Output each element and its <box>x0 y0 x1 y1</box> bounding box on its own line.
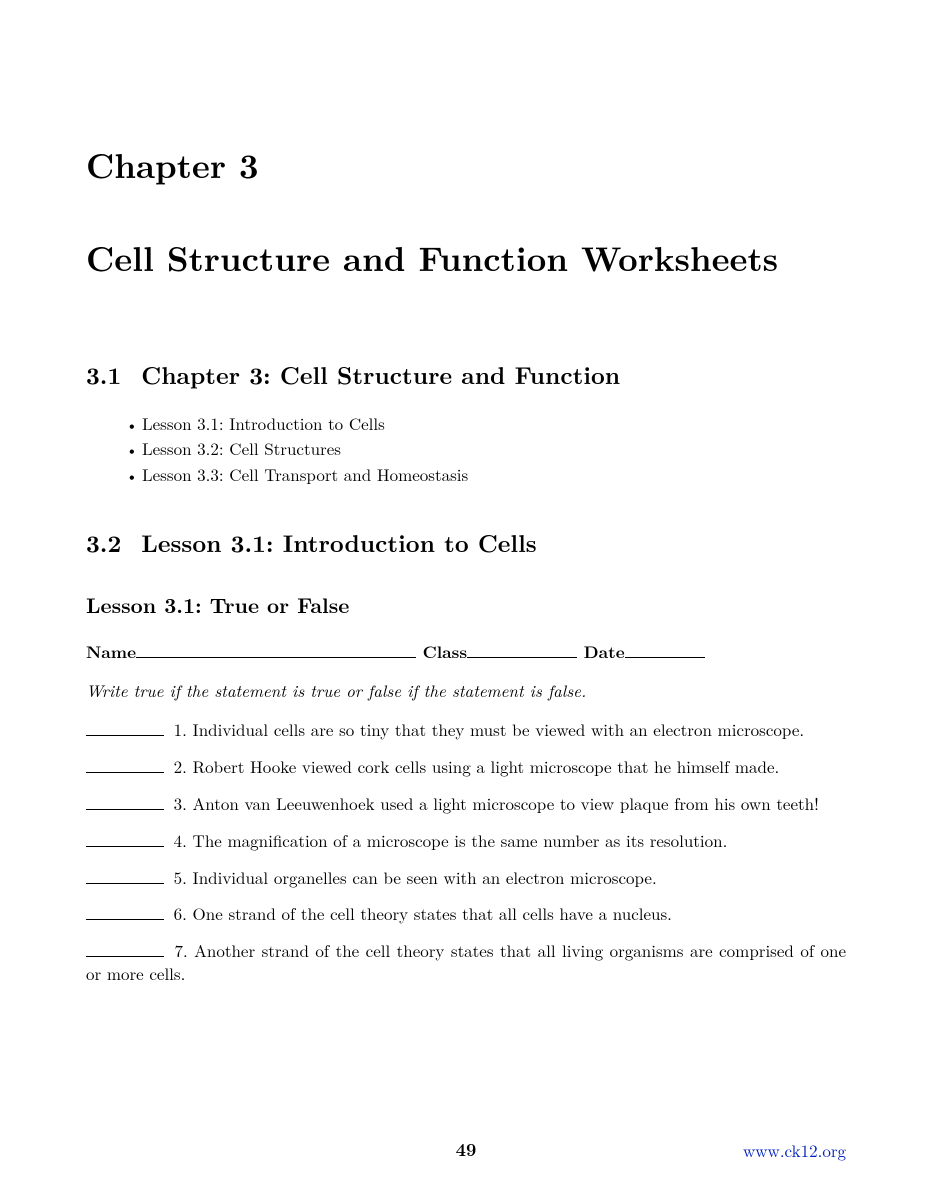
name-label: Name <box>86 640 136 664</box>
date-blank <box>625 641 705 657</box>
section-number-2: 3.2 <box>86 526 121 560</box>
answer-blank <box>86 719 164 735</box>
question-text: 1. Individual cells are so tiny that the… <box>174 717 804 741</box>
question-text: 3. Anton van Leeuwenhoek used a light mi… <box>174 791 819 815</box>
section-number-1: 3.1 <box>86 358 121 392</box>
lesson-item: Lesson 3.1: Introduction to Cells <box>126 412 846 435</box>
instructions-text: Write true if the statement is true or f… <box>86 678 846 702</box>
chapter-label: Chapter 3 <box>86 140 846 189</box>
lesson-item: Lesson 3.2: Cell Structures <box>126 437 846 460</box>
question-text: 6. One strand of the cell theory states … <box>174 901 672 925</box>
chapter-title: Cell Structure and Function Worksheets <box>86 233 846 282</box>
date-label: Date <box>584 640 625 664</box>
question-text: 7. Another strand of the cell theory sta… <box>86 938 846 985</box>
page-footer: 49 www.ck12.org <box>0 1137 926 1162</box>
class-blank <box>467 641 577 657</box>
class-label: Class <box>423 640 468 664</box>
question-6: 6. One strand of the cell theory states … <box>86 902 846 925</box>
page-number: 49 <box>86 1137 846 1162</box>
answer-blank <box>86 793 164 809</box>
lesson-list: Lesson 3.1: Introduction to Cells Lesson… <box>126 412 846 486</box>
question-2: 2. Robert Hooke viewed cork cells using … <box>86 755 846 778</box>
answer-blank <box>86 867 164 883</box>
section-heading-1: 3.1 Chapter 3: Cell Structure and Functio… <box>86 358 846 392</box>
section-title-1: Chapter 3: Cell Structure and Function <box>141 358 620 392</box>
question-text: 5. Individual organelles can be seen wit… <box>174 865 657 889</box>
answer-blank <box>86 904 164 920</box>
question-text: 2. Robert Hooke viewed cork cells using … <box>174 754 780 778</box>
answer-blank <box>86 830 164 846</box>
question-3: 3. Anton van Leeuwenhoek used a light mi… <box>86 792 846 815</box>
document-page: Chapter 3 Cell Structure and Function Wo… <box>0 0 926 1198</box>
student-info-line: Name Class Date <box>86 640 846 664</box>
answer-blank <box>86 941 164 957</box>
section-heading-2: 3.2 Lesson 3.1: Introduction to Cells <box>86 526 846 560</box>
lesson-item: Lesson 3.3: Cell Transport and Homeostas… <box>126 463 846 486</box>
section-title-2: Lesson 3.1: Introduction to Cells <box>141 526 536 560</box>
question-4: 4. The magnification of a microscope is … <box>86 829 846 852</box>
footer-link[interactable]: www.ck12.org <box>743 1138 846 1162</box>
subsection-heading: Lesson 3.1: True or False <box>86 590 846 620</box>
answer-blank <box>86 756 164 772</box>
question-1: 1. Individual cells are so tiny that the… <box>86 718 846 741</box>
question-text: 4. The magnification of a microscope is … <box>174 828 728 852</box>
question-5: 5. Individual organelles can be seen wit… <box>86 866 846 889</box>
question-7: 7. Another strand of the cell theory sta… <box>86 939 846 985</box>
name-blank <box>136 641 416 657</box>
